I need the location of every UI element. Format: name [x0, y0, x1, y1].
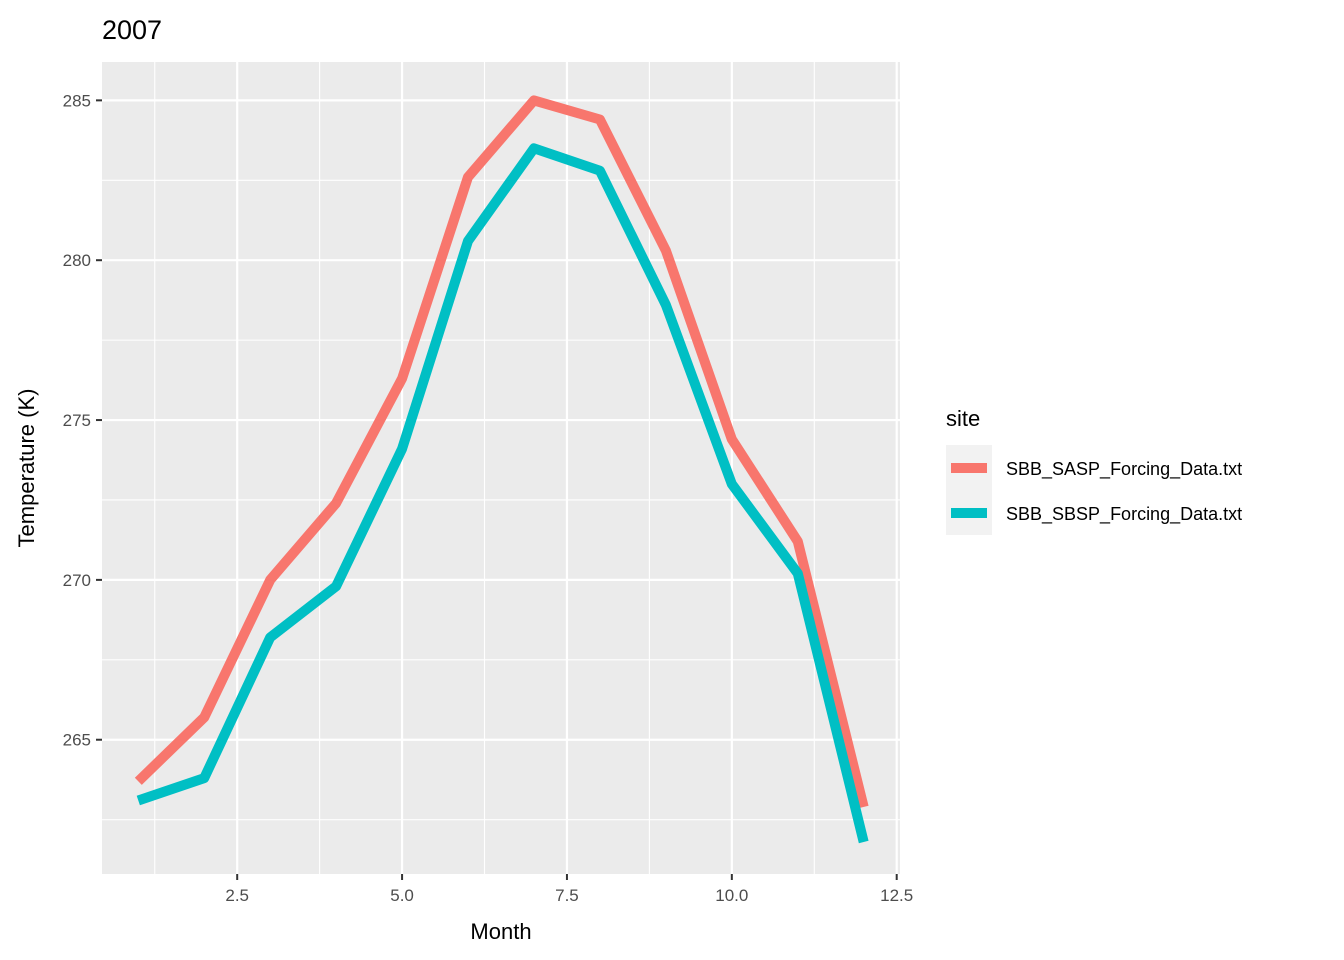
- x-tick-label: 2.5: [225, 886, 249, 905]
- series-lines: [134, 95, 869, 844]
- legend-title: site: [946, 406, 980, 431]
- y-tick-label: 285: [63, 91, 91, 110]
- x-tick-label: 12.5: [880, 886, 913, 905]
- legend-items: SBB_SASP_Forcing_Data.txt SBB_SBSP_Forcin…: [946, 445, 1242, 535]
- legend: site SBB_SASP_Forcing_Data.txt SBB_SBSP_F…: [946, 406, 1242, 535]
- x-axis-ticks: 2.5 5.0 7.5 10.0 12.5: [225, 874, 913, 905]
- x-tick-label: 10.0: [715, 886, 748, 905]
- y-tick-label: 265: [63, 731, 91, 750]
- x-axis-title: Month: [470, 919, 531, 944]
- minor-gridlines: [102, 62, 900, 874]
- y-axis-ticks: 265 270 275 280 285: [63, 91, 102, 750]
- y-axis-title: Temperature (K): [14, 389, 39, 548]
- x-tick-label: 7.5: [555, 886, 579, 905]
- chart-title: 2007: [102, 15, 162, 45]
- y-tick-label: 270: [63, 571, 91, 590]
- legend-label: SBB_SBSP_Forcing_Data.txt: [1006, 504, 1242, 525]
- y-tick-label: 280: [63, 251, 91, 270]
- y-tick-label: 275: [63, 411, 91, 430]
- legend-label: SBB_SASP_Forcing_Data.txt: [1006, 459, 1242, 480]
- series-line-1: [134, 95, 869, 809]
- series-line-2: [136, 143, 869, 844]
- major-gridlines: [102, 62, 900, 874]
- x-tick-label: 5.0: [390, 886, 414, 905]
